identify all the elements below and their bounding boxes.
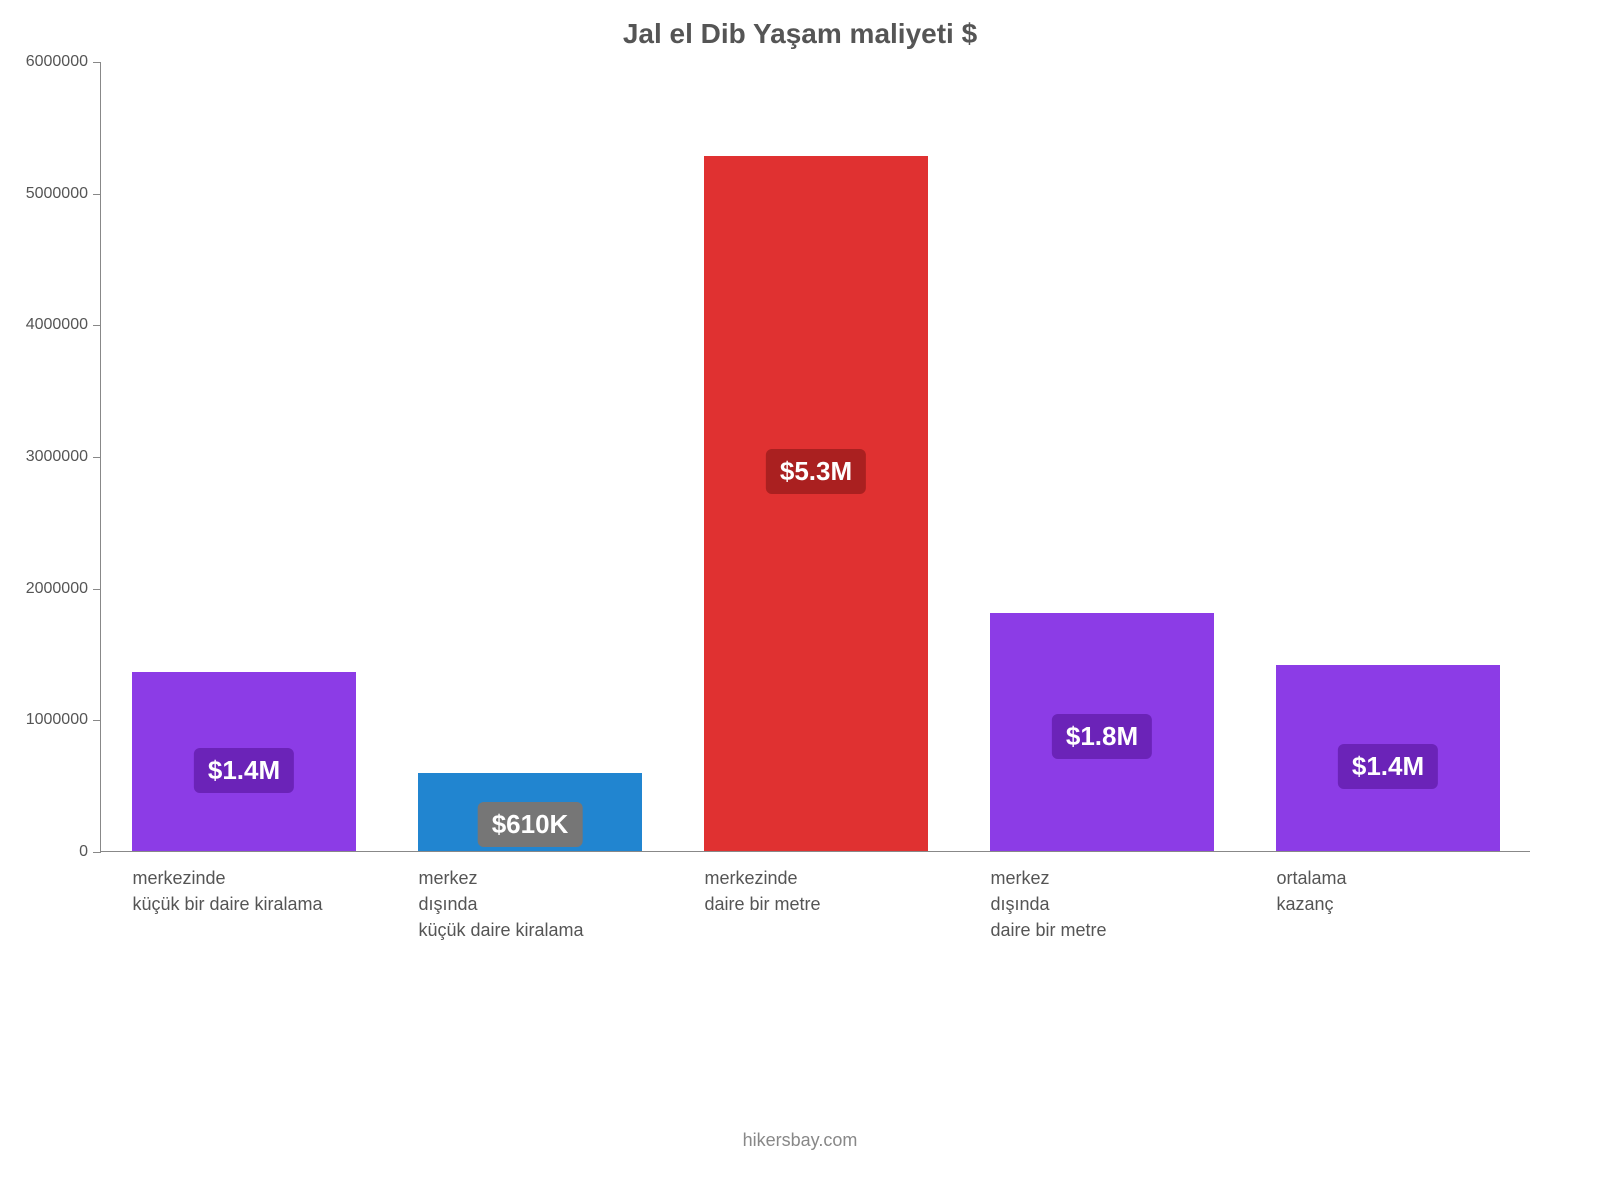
y-tick-mark <box>93 852 101 853</box>
bar-value-badge: $1.4M <box>1338 744 1438 789</box>
y-tick-mark <box>93 457 101 458</box>
y-tick-mark <box>93 589 101 590</box>
y-tick-label: 2000000 <box>26 580 88 598</box>
y-tick-mark <box>93 720 101 721</box>
bar-value-badge: $610K <box>478 802 583 847</box>
y-tick-mark <box>93 194 101 195</box>
x-tick-label: merkezindeküçük bir daire kiralama <box>132 851 355 917</box>
x-tick-label-line: daire bir metre <box>990 917 1213 943</box>
y-tick-mark <box>93 62 101 63</box>
y-tick-label: 6000000 <box>26 53 88 71</box>
y-tick-label: 0 <box>79 843 88 861</box>
x-tick-label-line: merkez <box>418 865 641 891</box>
plot-area: 0100000020000003000000400000050000006000… <box>100 62 1530 852</box>
bar <box>704 156 927 851</box>
y-tick-label: 3000000 <box>26 448 88 466</box>
bar-value-badge: $1.8M <box>1052 714 1152 759</box>
x-tick-label-line: merkez <box>990 865 1213 891</box>
x-tick-label: ortalamakazanç <box>1276 851 1499 917</box>
y-tick-label: 1000000 <box>26 711 88 729</box>
y-tick-mark <box>93 325 101 326</box>
x-tick-label-line: daire bir metre <box>704 891 927 917</box>
cost-of-living-chart: Jal el Dib Yaşam maliyeti $ 010000002000… <box>0 0 1600 1200</box>
x-tick-label-line: kazanç <box>1276 891 1499 917</box>
bar-value-badge: $1.4M <box>194 748 294 793</box>
x-tick-label: merkezindedaire bir metre <box>704 851 927 917</box>
x-tick-label-line: küçük daire kiralama <box>418 917 641 943</box>
x-tick-label-line: ortalama <box>1276 865 1499 891</box>
x-tick-label-line: merkezinde <box>704 865 927 891</box>
attribution-text: hikersbay.com <box>0 1130 1600 1151</box>
x-tick-label: merkezdışındadaire bir metre <box>990 851 1213 943</box>
x-tick-label: merkezdışındaküçük daire kiralama <box>418 851 641 943</box>
y-tick-label: 5000000 <box>26 185 88 203</box>
chart-title: Jal el Dib Yaşam maliyeti $ <box>0 18 1600 50</box>
x-tick-label-line: merkezinde <box>132 865 355 891</box>
y-tick-label: 4000000 <box>26 316 88 334</box>
x-tick-label-line: dışında <box>990 891 1213 917</box>
bar-value-badge: $5.3M <box>766 449 866 494</box>
x-tick-label-line: küçük bir daire kiralama <box>132 891 355 917</box>
x-tick-label-line: dışında <box>418 891 641 917</box>
